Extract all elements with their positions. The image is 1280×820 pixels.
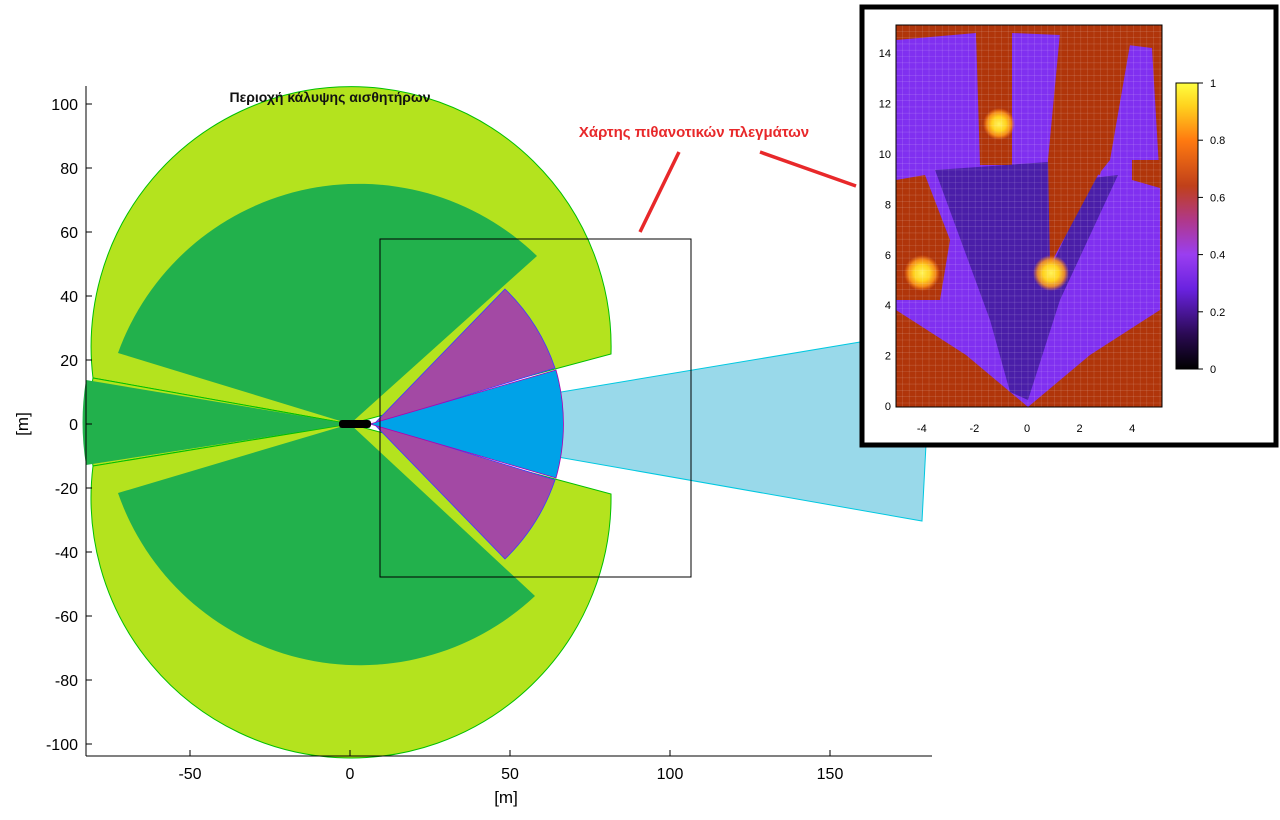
inset-y-tick-label: 0 (885, 401, 891, 413)
annotation: Χάρτης πιθανοτικών πλεγμάτων (579, 124, 857, 233)
colorbar-tick-label: 0.4 (1210, 250, 1225, 262)
inset-x-ticks: -4 -2 0 2 4 (917, 423, 1135, 435)
annotation-arrow-right (759, 150, 857, 188)
vehicle-marker (339, 420, 371, 428)
y-tick-label: 100 (51, 97, 78, 114)
x-tick-label: -50 (178, 766, 201, 783)
colorbar (1175, 82, 1199, 370)
main-axes (85, 86, 932, 757)
inset-y-tick-label: 14 (879, 48, 891, 60)
heatmap (896, 25, 1162, 407)
inset-y-ticks: 0 2 4 6 8 10 12 14 (879, 48, 891, 413)
heatmap-border (895, 24, 1163, 408)
x-tick-label: 50 (501, 766, 519, 783)
inset-y-tick-label: 2 (885, 351, 891, 363)
inset-panel: 0 2 4 6 8 10 12 14 -4 -2 0 2 4 1 0.8 0.6 0.4 0.2 0 (859, 4, 1279, 448)
inner-green-sectors (82, 183, 537, 666)
annotation-label: Χάρτης πιθανοτικών πλεγμάτων (579, 124, 809, 141)
hot-spot (1033, 255, 1069, 291)
x-axis-label: [m] (494, 788, 518, 807)
inset-y-tick-label: 6 (885, 250, 891, 262)
heatmap-grid (896, 25, 1162, 407)
y-tick-label: -80 (55, 673, 78, 690)
inset-x-tick-label: -4 (917, 423, 927, 435)
colorbar-tick-label: 0 (1210, 364, 1216, 376)
main-title: Περιοχή κάλυψης αισθητήρων (229, 89, 430, 105)
colorbar-tick-label: 0.6 (1210, 192, 1225, 204)
colorbar-tick-label: 0.2 (1210, 307, 1225, 319)
inset-x-tick-label: 4 (1129, 423, 1135, 435)
main-y-ticks: 100 80 60 40 20 0 -20 -40 -60 -80 -100 (46, 97, 92, 754)
annotation-arrow-left (638, 151, 681, 233)
y-tick-label: -20 (55, 481, 78, 498)
inset-y-tick-label: 12 (879, 99, 891, 111)
hot-spot (983, 108, 1015, 140)
x-tick-label: 150 (817, 766, 844, 783)
hot-spot (904, 255, 940, 291)
blue-sector (368, 369, 564, 479)
y-tick-label: 0 (69, 417, 78, 434)
colorbar-tick-label: 0.8 (1210, 135, 1225, 147)
y-tick-label: 80 (60, 161, 78, 178)
inset-x-tick-label: -2 (970, 423, 980, 435)
zoom-box (379, 238, 692, 578)
inset-x-tick-label: 0 (1024, 423, 1030, 435)
y-tick-label: 20 (60, 353, 78, 370)
inset-y-tick-label: 4 (885, 300, 891, 312)
x-tick-label: 0 (346, 766, 355, 783)
purple-sectors (373, 288, 556, 560)
main-x-ticks: -50 0 50 100 150 (178, 750, 843, 783)
colorbar-ticks: 1 0.8 0.6 0.4 0.2 0 (1198, 78, 1225, 376)
y-axis-label: [m] (13, 412, 32, 436)
y-tick-label: -100 (46, 737, 78, 754)
colorbar-tick-label: 1 (1210, 78, 1216, 90)
inset-y-tick-label: 10 (879, 149, 891, 161)
inset-y-tick-label: 8 (885, 199, 891, 211)
y-tick-label: 40 (60, 289, 78, 306)
y-tick-label: -60 (55, 609, 78, 626)
y-tick-label: 60 (60, 225, 78, 242)
y-tick-label: -40 (55, 545, 78, 562)
inset-x-tick-label: 2 (1077, 423, 1083, 435)
x-tick-label: 100 (657, 766, 684, 783)
